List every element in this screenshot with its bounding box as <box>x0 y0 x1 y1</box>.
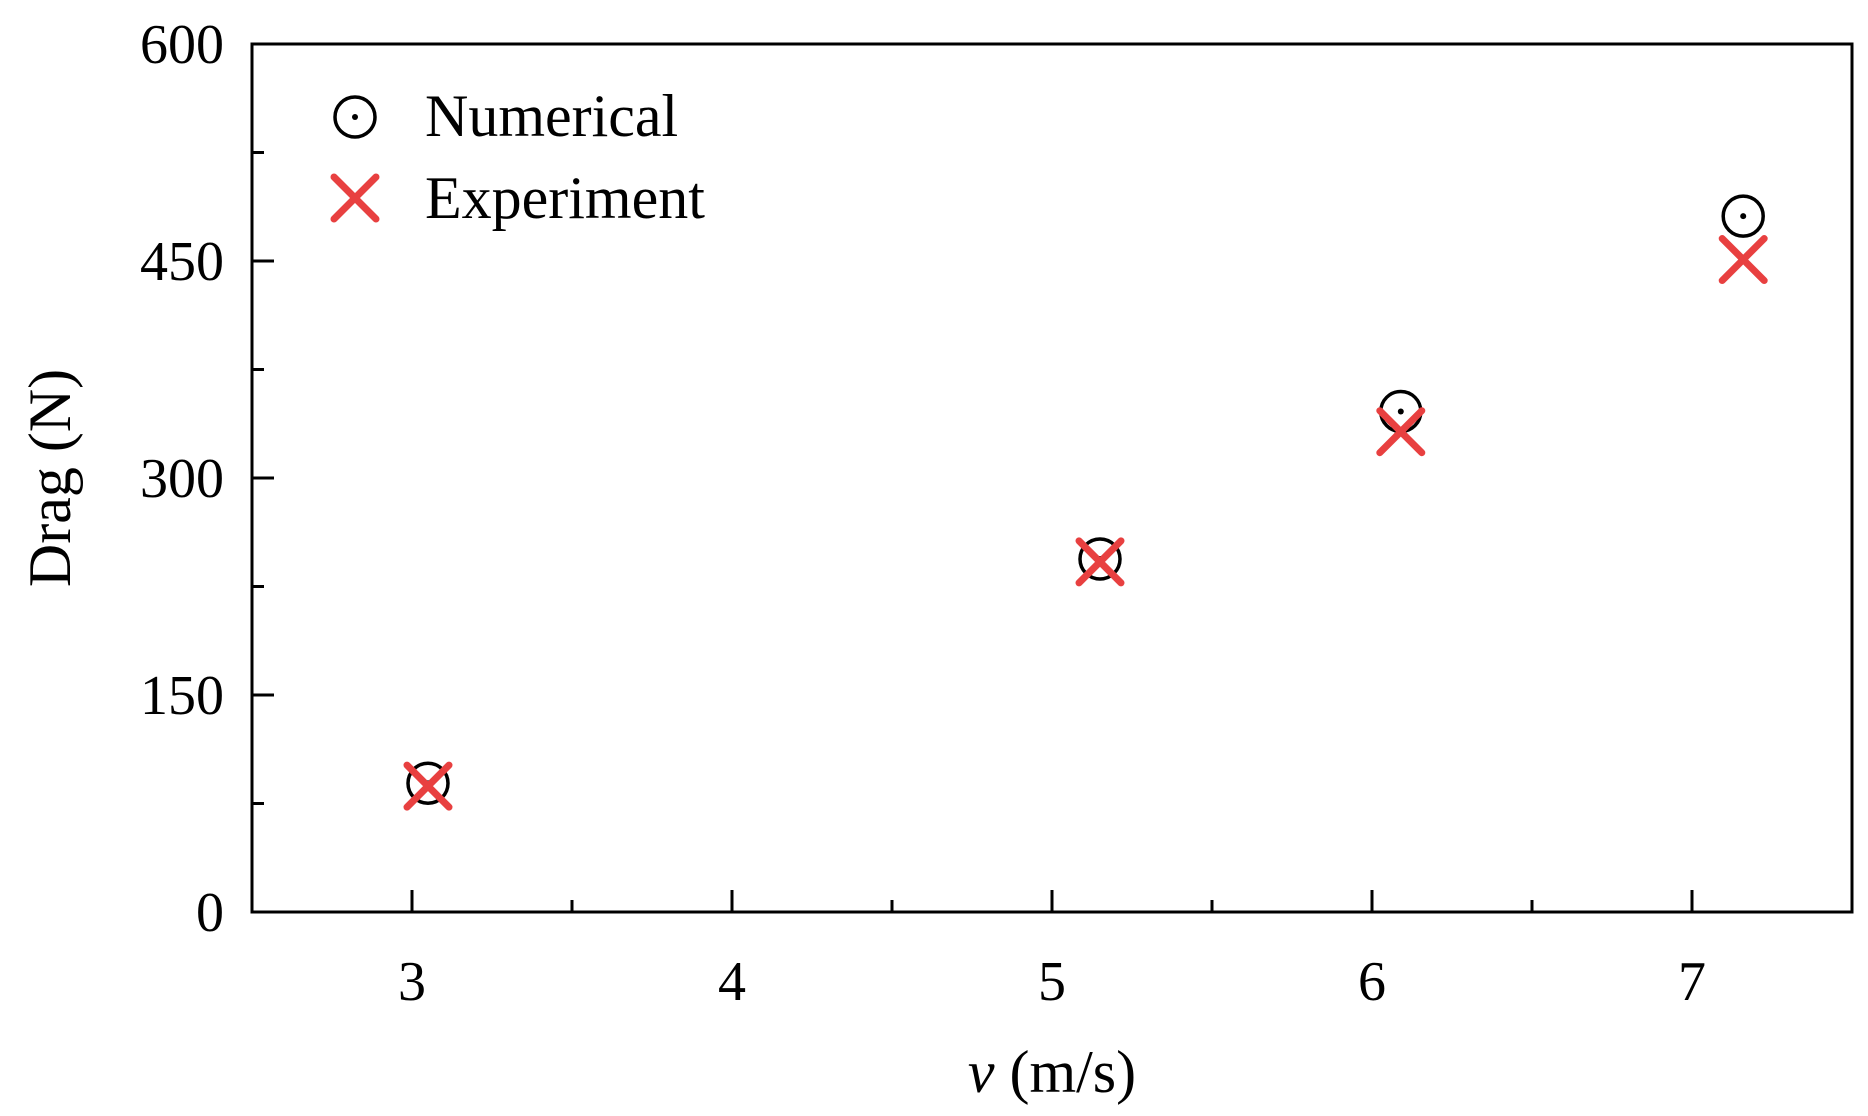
numerical-point <box>1721 194 1765 238</box>
legend-label-experiment: Experiment <box>425 165 705 231</box>
x-tick-label: 3 <box>398 951 426 1013</box>
y-tick-label: 600 <box>140 14 224 76</box>
experiment-point-stroke <box>403 761 453 811</box>
y-tick-label: 0 <box>196 882 224 944</box>
legend-label-numerical: Numerical <box>425 83 678 149</box>
legend-marker-numerical <box>333 95 377 139</box>
x-axis-label: v (m/s) <box>968 1039 1136 1105</box>
tick-labels: 3 4 5 6 7 0 150 300 450 600 <box>140 14 1706 1013</box>
data-marks <box>403 194 1768 811</box>
y-tick-label: 450 <box>140 231 224 293</box>
legend-marker-experiment <box>330 173 380 223</box>
experiment-point <box>403 761 453 811</box>
x-tick-label: 7 <box>1678 951 1706 1013</box>
legend: Numerical Experiment <box>330 83 705 231</box>
axis-ticks <box>252 42 1694 914</box>
numerical-point-ring <box>1721 194 1765 238</box>
x-tick-label: 5 <box>1038 951 1066 1013</box>
numerical-point-ring <box>1078 537 1122 581</box>
x-axis-variable: v <box>968 1039 995 1105</box>
x-axis-unit: (m/s) <box>994 1039 1136 1105</box>
experiment-point <box>1376 407 1426 457</box>
experiment-point-stroke <box>1376 407 1426 457</box>
experiment-point <box>1075 537 1125 587</box>
experiment-point-stroke <box>1075 537 1125 587</box>
numerical-point-dot <box>1740 213 1747 220</box>
x-tick-label: 6 <box>1358 951 1386 1013</box>
experiment-point <box>1718 235 1768 285</box>
y-tick-label: 300 <box>140 448 224 510</box>
x-tick-label: 4 <box>718 951 746 1013</box>
numerical-point <box>1379 389 1423 434</box>
numerical-point-ring <box>406 761 450 805</box>
numerical-point-dot <box>1397 408 1404 415</box>
experiment-point-stroke <box>1718 235 1768 285</box>
y-tick-label: 150 <box>140 665 224 727</box>
y-axis-label: Drag (N) <box>17 369 83 587</box>
